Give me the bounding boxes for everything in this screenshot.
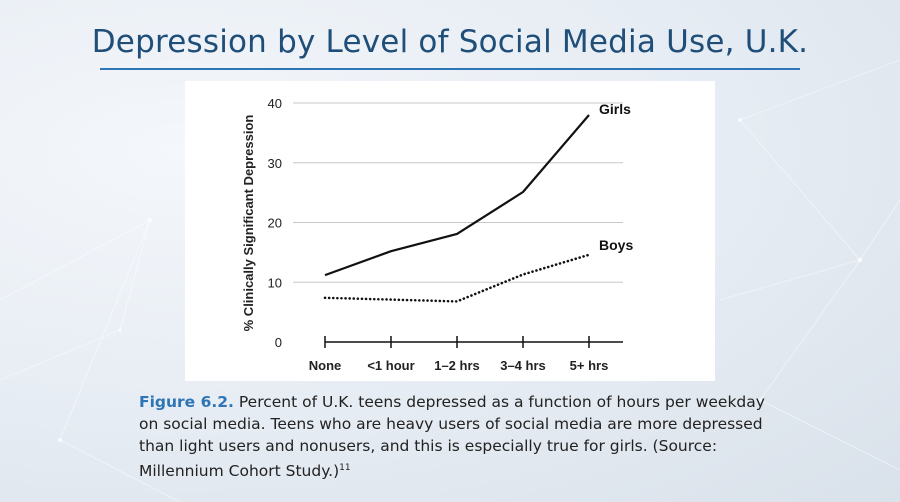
y-axis-label: % Clinically Significant Depression	[241, 115, 256, 332]
title-underline	[100, 68, 800, 70]
series-label-girls: Girls	[599, 101, 631, 117]
figure-label: Figure 6.2.	[139, 393, 234, 411]
x-tick-label-2: 1–2 hrs	[434, 358, 480, 373]
x-tick-label-1: <1 hour	[367, 358, 414, 373]
y-tick-label-30: 30	[268, 156, 282, 171]
line-chart: 0 10 20 30 40 None <1 hour 1–2 hrs 3–4 hrs 5+ hrs…	[241, 96, 633, 373]
caption-text: Percent of U.K. teens depressed as a fun…	[139, 393, 765, 481]
y-tick-label-40: 40	[268, 96, 282, 111]
y-tick-label-0: 0	[275, 335, 282, 350]
series-line-girls	[324, 114, 590, 277]
footnote-marker: 11	[339, 463, 351, 473]
y-tick-label-10: 10	[268, 275, 282, 290]
slide-title: Depression by Level of Social Media Use,…	[91, 24, 809, 60]
series-label-boys: Boys	[599, 237, 633, 253]
series-line-boys	[323, 253, 591, 303]
y-tick-label-20: 20	[268, 216, 282, 231]
figure-caption: Figure 6.2. Percent of U.K. teens depres…	[139, 391, 779, 482]
x-tick-label-0: None	[309, 358, 342, 373]
x-tick-label-4: 5+ hrs	[570, 358, 609, 373]
x-tick-label-3: 3–4 hrs	[500, 358, 546, 373]
chart-panel: 0 10 20 30 40 None <1 hour 1–2 hrs 3–4 hrs 5+ hrs…	[185, 81, 715, 381]
